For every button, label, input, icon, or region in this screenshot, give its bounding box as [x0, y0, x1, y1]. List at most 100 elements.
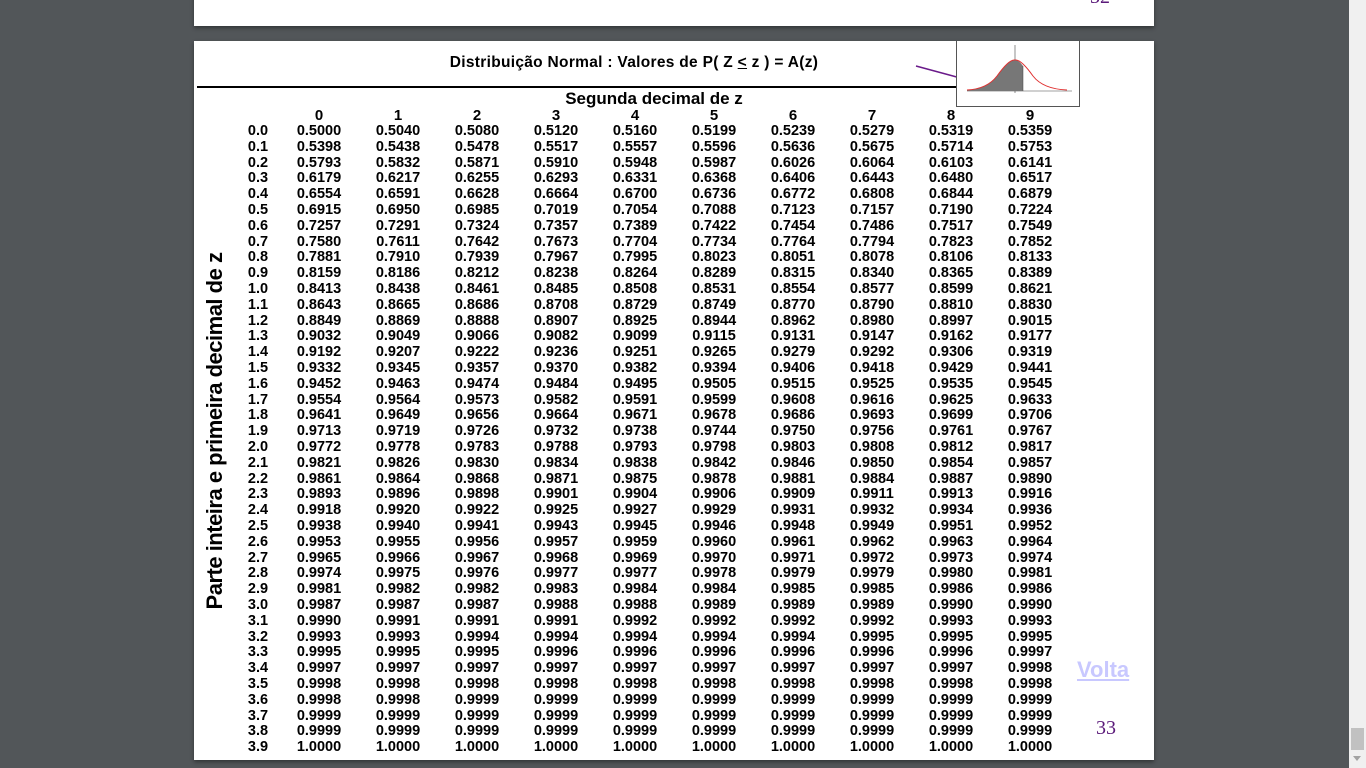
table-cell: 0.9961	[770, 533, 816, 550]
table-cell: 0.9207	[375, 344, 421, 361]
table-cell: 0.7123	[770, 202, 816, 218]
table-cell: 0.6879	[1007, 186, 1053, 203]
table-cell: 0.9996	[770, 644, 816, 661]
table-cell: 0.7673	[533, 233, 579, 250]
table-cell: 0.9994	[454, 628, 500, 645]
table-cell: 0.9996	[849, 644, 895, 661]
table-cell: 0.8485	[533, 281, 579, 297]
table-cell: 0.6591	[375, 186, 421, 203]
table-cell: 0.7967	[533, 249, 579, 266]
table-cell: 0.6480	[928, 170, 974, 187]
table-cell: 0.8925	[612, 312, 658, 329]
table-cell: 0.7734	[691, 233, 737, 250]
table-cell: 0.5040	[375, 123, 421, 139]
row-label: 1.7	[247, 391, 269, 408]
table-cell: 0.9744	[691, 423, 737, 440]
table-cell: 0.7764	[770, 233, 816, 250]
table-cell: 0.9993	[1007, 612, 1053, 629]
title-text-end: z ) = A(z)	[747, 54, 819, 71]
table-cell: 1.0000	[375, 739, 421, 756]
row-label: 2.0	[247, 439, 269, 455]
table-cell: 0.9995	[296, 644, 342, 661]
table-cell: 0.9893	[296, 486, 342, 503]
table-cell: 0.9931	[770, 502, 816, 519]
table-cell: 0.9678	[691, 407, 737, 424]
table-cell: 0.9980	[928, 565, 974, 582]
table-cell: 0.7939	[454, 249, 500, 266]
table-cell: 0.9382	[612, 360, 658, 376]
table-cell: 0.9871	[533, 470, 579, 487]
table-cell: 0.9909	[770, 486, 816, 503]
table-cell: 0.9625	[928, 391, 974, 408]
table-cell: 0.9812	[928, 439, 974, 455]
row-label: 1.9	[247, 423, 269, 440]
row-label: 3.9	[247, 739, 269, 756]
table-cell: 0.9904	[612, 486, 658, 503]
table-cell: 0.8413	[296, 281, 342, 297]
volta-link[interactable]: Volta	[1077, 657, 1130, 682]
table-cell: 0.8749	[691, 296, 737, 313]
table-cell: 0.9989	[770, 597, 816, 613]
row-label: 1.2	[247, 312, 269, 329]
table-cell: 1.0000	[928, 739, 974, 756]
table-cell: 0.9906	[691, 486, 737, 503]
table-cell: 0.9997	[612, 660, 658, 677]
column-header: 4	[630, 107, 640, 124]
table-cell: 0.9934	[928, 502, 974, 519]
table-cell: 0.9992	[612, 612, 658, 629]
table-cell: 0.6255	[454, 170, 500, 187]
row-label: 0.3	[247, 170, 269, 187]
table-cell: 0.9554	[296, 391, 342, 408]
column-header: 1	[393, 107, 403, 124]
table-cell: 0.9990	[928, 597, 974, 613]
table-cell: 0.9987	[454, 597, 500, 613]
table-cell: 0.8365	[928, 265, 974, 282]
table-cell: 0.9969	[612, 549, 658, 566]
table-cell: 0.9793	[612, 439, 658, 455]
table-cell: 0.9821	[296, 454, 342, 471]
table-cell: 0.7517	[928, 217, 974, 234]
table-cell: 0.9131	[770, 328, 816, 345]
table-cell: 0.9998	[849, 676, 895, 692]
table-cell: 0.6554	[296, 186, 342, 203]
row-label: 1.4	[247, 344, 269, 361]
table-cell: 0.9978	[691, 565, 737, 582]
table-cell: 0.6103	[928, 154, 974, 171]
table-cell: 0.9985	[770, 581, 816, 598]
table-cell: 0.9970	[691, 549, 737, 566]
table-cell: 0.9292	[849, 344, 895, 361]
table-cell: 0.9452	[296, 375, 342, 392]
table-cell: 0.8810	[928, 296, 974, 313]
table-cell: 0.9922	[454, 502, 500, 519]
table-cell: 0.9995	[1007, 628, 1053, 645]
table-cell: 0.8554	[770, 281, 816, 297]
table-cell: 0.6026	[770, 154, 816, 171]
scroll-down-arrow-icon[interactable]	[1353, 756, 1361, 761]
table-cell: 0.9896	[375, 486, 421, 503]
scrollbar-thumb[interactable]	[1351, 728, 1364, 750]
table-cell: 0.9995	[454, 644, 500, 661]
table-cell: 0.8186	[375, 265, 421, 282]
table-cell: 0.9957	[533, 533, 579, 550]
table-cell: 0.9986	[928, 581, 974, 598]
table-cell: 0.8264	[612, 265, 658, 282]
table-cell: 0.9535	[928, 375, 974, 392]
table-cell: 0.9846	[770, 454, 816, 471]
table-cell: 0.8389	[1007, 265, 1053, 282]
table-cell: 0.6736	[691, 186, 737, 203]
column-header: 2	[472, 107, 482, 124]
column-header-title: Segunda decimal de z	[565, 89, 743, 108]
table-cell: 0.9732	[533, 423, 579, 440]
table-cell: 0.6844	[928, 186, 974, 203]
table-cell: 0.5793	[296, 154, 342, 171]
table-cell: 0.9901	[533, 486, 579, 503]
table-cell: 0.9994	[691, 628, 737, 645]
scrollbar[interactable]	[1349, 0, 1366, 768]
table-cell: 0.9977	[533, 565, 579, 582]
table-cell: 0.8238	[533, 265, 579, 282]
table-cell: 0.9429	[928, 360, 974, 376]
table-cell: 0.8869	[375, 312, 421, 329]
table-cell: 0.9890	[1007, 470, 1053, 487]
row-label: 2.6	[247, 533, 269, 550]
table-cell: 0.9975	[375, 565, 421, 582]
